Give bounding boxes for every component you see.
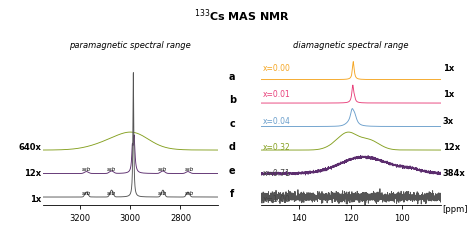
Text: $^{133}$Cs MAS NMR: $^{133}$Cs MAS NMR: [194, 7, 290, 24]
Text: b: b: [228, 95, 236, 105]
Text: ssb: ssb: [184, 167, 194, 172]
Text: x=0.32: x=0.32: [263, 143, 290, 152]
Text: ssb: ssb: [158, 191, 167, 196]
Title: diamagnetic spectral range: diamagnetic spectral range: [293, 41, 409, 50]
Title: paramagnetic spectral range: paramagnetic spectral range: [70, 41, 191, 50]
Text: x=0.01: x=0.01: [263, 90, 290, 100]
Text: 1x: 1x: [443, 90, 454, 100]
Text: 1x: 1x: [30, 195, 41, 204]
Text: x=1.00: x=1.00: [263, 195, 290, 204]
Text: x=0.04: x=0.04: [263, 117, 291, 126]
Text: 1x: 1x: [443, 64, 454, 73]
Text: x=0.00: x=0.00: [263, 64, 291, 73]
Text: ssb: ssb: [107, 167, 116, 172]
Text: x=0.71: x=0.71: [263, 169, 290, 178]
Text: d: d: [229, 142, 236, 152]
Text: ssb: ssb: [82, 167, 91, 172]
Text: e: e: [229, 166, 236, 176]
Text: f: f: [230, 189, 234, 199]
Text: c: c: [229, 119, 235, 129]
Text: ssb: ssb: [158, 167, 167, 172]
Text: a: a: [229, 72, 236, 82]
Text: ssb: ssb: [82, 191, 91, 196]
Text: 12x: 12x: [443, 143, 460, 152]
Text: ssb: ssb: [184, 191, 194, 196]
Text: 12x: 12x: [24, 169, 41, 178]
Text: 3x: 3x: [443, 117, 454, 126]
Text: 640x: 640x: [18, 143, 41, 152]
Text: [ppm]: [ppm]: [443, 205, 468, 214]
Text: ssb: ssb: [107, 191, 116, 196]
Text: 384x: 384x: [443, 169, 465, 178]
